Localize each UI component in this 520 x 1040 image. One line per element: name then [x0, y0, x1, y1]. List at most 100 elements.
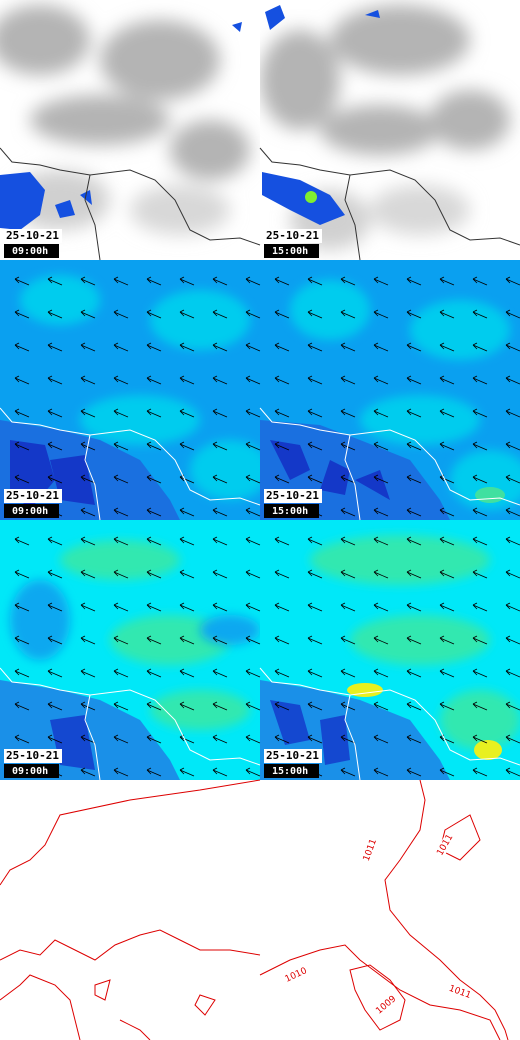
wind-arrow	[274, 734, 290, 744]
wind-arrow	[179, 767, 195, 777]
wind-arrow	[47, 569, 63, 579]
wind-arrow	[505, 441, 520, 451]
wind-arrow	[179, 408, 195, 418]
isobar-label: 1010	[284, 966, 309, 985]
wind-arrow	[245, 767, 261, 777]
wind-arrow	[212, 309, 228, 319]
wind-arrow	[14, 635, 30, 645]
wind-arrow	[340, 569, 356, 579]
time-box	[4, 244, 59, 258]
wind-arrow	[212, 767, 228, 777]
wind-arrow	[80, 734, 96, 744]
isobars	[0, 779, 509, 1040]
date-box	[4, 229, 62, 243]
wind-arrow	[472, 276, 488, 286]
isobar-label-bg	[435, 832, 455, 858]
wind-arrow	[505, 701, 520, 711]
wind-arrow	[146, 474, 162, 484]
wind-arrow	[179, 276, 195, 286]
wind-arrow	[439, 569, 455, 579]
wind-arrow	[245, 569, 261, 579]
wind-arrow	[274, 635, 290, 645]
wind-arrow	[47, 602, 63, 612]
wind-arrow	[47, 474, 63, 484]
time-label: 15:00h	[272, 246, 308, 257]
wind-arrow	[505, 602, 520, 612]
coastline	[0, 407, 261, 506]
wind-arrow	[406, 507, 422, 517]
wind-arrow	[373, 602, 389, 612]
wind-arrow	[505, 276, 520, 286]
wind-arrow	[505, 408, 520, 418]
wind-arrow	[307, 701, 323, 711]
wind-arrow	[373, 569, 389, 579]
time-label: 15:00h	[272, 766, 308, 777]
wind-arrow	[14, 309, 30, 319]
wind-arrow	[146, 408, 162, 418]
river	[84, 174, 101, 261]
field-panel	[0, 520, 260, 780]
wind-arrow	[439, 375, 455, 385]
isobar-label: 1011	[362, 838, 379, 863]
wind-arrow	[212, 507, 228, 517]
wind-arrow	[113, 569, 129, 579]
wind-arrow	[505, 767, 520, 777]
wind-arrow	[179, 536, 195, 546]
wind-arrow	[406, 536, 422, 546]
wind-arrow	[146, 569, 162, 579]
wind-arrow	[472, 536, 488, 546]
wind-arrow	[14, 536, 30, 546]
wind-arrow	[340, 507, 356, 517]
wind-arrow	[146, 276, 162, 286]
wind-arrow	[14, 342, 30, 352]
wind-arrow	[340, 635, 356, 645]
wind-arrow	[340, 342, 356, 352]
wind-arrow	[113, 408, 129, 418]
wind-arrow	[14, 474, 30, 484]
wind-arrow	[439, 701, 455, 711]
wind-arrow	[80, 602, 96, 612]
date-box	[264, 489, 322, 503]
wind-arrow	[373, 375, 389, 385]
wind-arrow	[472, 342, 488, 352]
wind-arrow	[406, 602, 422, 612]
wind-arrow	[307, 569, 323, 579]
wind-arrow	[307, 408, 323, 418]
wind-arrow	[406, 342, 422, 352]
wind-arrow	[274, 536, 290, 546]
wind-arrow	[80, 276, 96, 286]
wind-arrow	[472, 408, 488, 418]
wind-arrow	[47, 701, 63, 711]
date-box	[264, 229, 322, 243]
isobar-label-bg	[447, 983, 473, 1001]
wind-arrow	[340, 276, 356, 286]
wind-arrow	[439, 536, 455, 546]
wind-arrow	[307, 474, 323, 484]
wind-arrow	[307, 536, 323, 546]
date-label: 25-10-21	[6, 749, 59, 762]
cloud-panel	[260, 0, 520, 260]
wind-arrow	[14, 668, 30, 678]
wind-arrow	[340, 408, 356, 418]
coastline	[259, 147, 520, 246]
wind-arrow	[146, 309, 162, 319]
wind-arrow	[113, 536, 129, 546]
wind-arrow	[406, 701, 422, 711]
river	[84, 694, 101, 781]
wind-arrow	[80, 569, 96, 579]
wind-arrow	[274, 701, 290, 711]
wind-arrow	[47, 734, 63, 744]
wind-arrow	[80, 668, 96, 678]
river	[344, 434, 361, 521]
wind-arrow	[373, 767, 389, 777]
wind-arrow	[245, 602, 261, 612]
wind-arrow	[274, 668, 290, 678]
wind-arrow	[373, 276, 389, 286]
wind-arrow	[307, 276, 323, 286]
wind-arrow	[14, 408, 30, 418]
wind-arrow	[274, 342, 290, 352]
wind-arrow	[146, 536, 162, 546]
date-label: 25-10-21	[6, 489, 59, 502]
